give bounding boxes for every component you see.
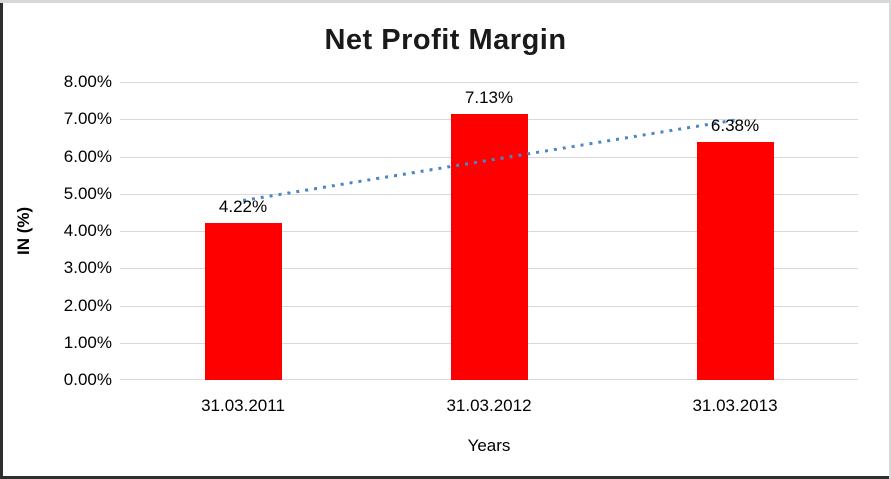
y-tick-label: 8.00%	[63, 72, 112, 91]
bar-value-label: 7.13%	[464, 88, 514, 108]
x-category-label: 31.03.2011	[201, 396, 285, 415]
bar-value-label: 6.38%	[710, 116, 760, 136]
x-category-label: 31.03.2012	[446, 396, 532, 415]
x-category-label: 31.03.2013	[692, 396, 778, 415]
y-tick-label: 4.00%	[63, 221, 112, 240]
y-tick-label: 6.00%	[63, 146, 112, 166]
bar-31.03.2011	[204, 222, 282, 380]
y-tick-label: 2.00%	[63, 295, 112, 315]
y-tick-label: 5.00%	[63, 183, 112, 203]
x-axis-title: Years	[467, 436, 511, 455]
bar-value-label: 4.22%	[218, 196, 268, 216]
y-tick-label: 1.00%	[63, 332, 112, 352]
bar-31.03.2013	[696, 142, 774, 380]
chart-title: Net Profit Margin	[324, 24, 567, 56]
y-tick-label: 7.00%	[63, 109, 112, 129]
gridline	[120, 82, 858, 83]
y-tick-label: 0.00%	[63, 370, 112, 389]
plot-area: 4.22% 7.13% 6.38%	[120, 82, 858, 380]
y-tick-label: 3.00%	[63, 258, 112, 278]
